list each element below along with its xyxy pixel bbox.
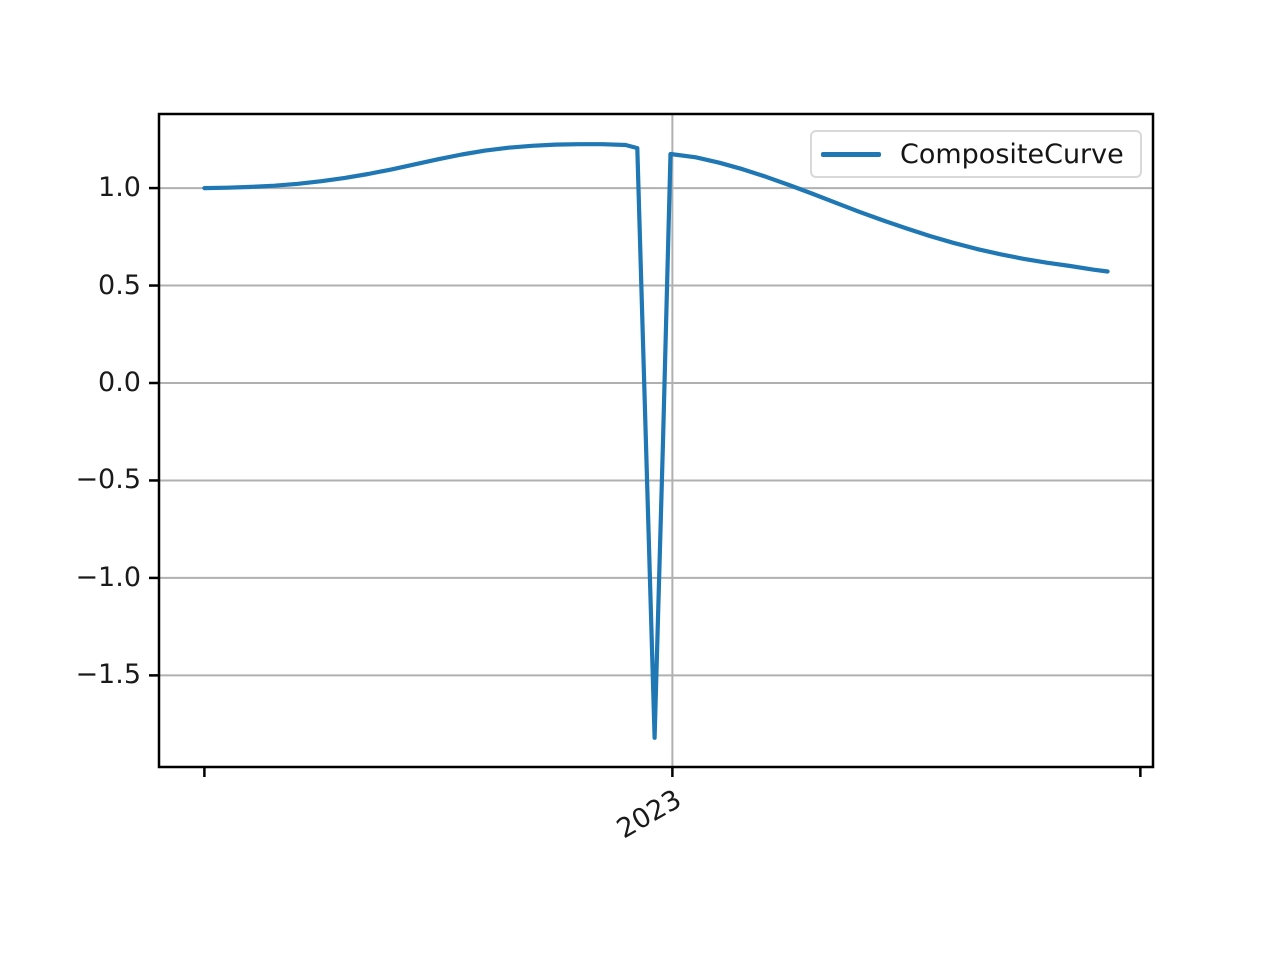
legend-line-sample xyxy=(821,151,881,157)
axes-frame xyxy=(157,112,1155,769)
tick-marks xyxy=(149,186,1142,777)
legend-box: CompositeCurve xyxy=(810,130,1142,178)
y-tick-label: −1.0 xyxy=(75,561,141,593)
series-line xyxy=(202,142,1110,740)
y-tick-label: 0.0 xyxy=(98,366,141,398)
y-tick-label: 1.0 xyxy=(98,172,141,204)
legend-entry-label: CompositeCurve xyxy=(900,138,1124,170)
line-CompositeCurve xyxy=(202,142,1110,740)
y-tick-label: −0.5 xyxy=(75,464,141,496)
y-tick-label: −1.5 xyxy=(75,659,141,691)
y-tick-label: 0.5 xyxy=(98,269,141,301)
